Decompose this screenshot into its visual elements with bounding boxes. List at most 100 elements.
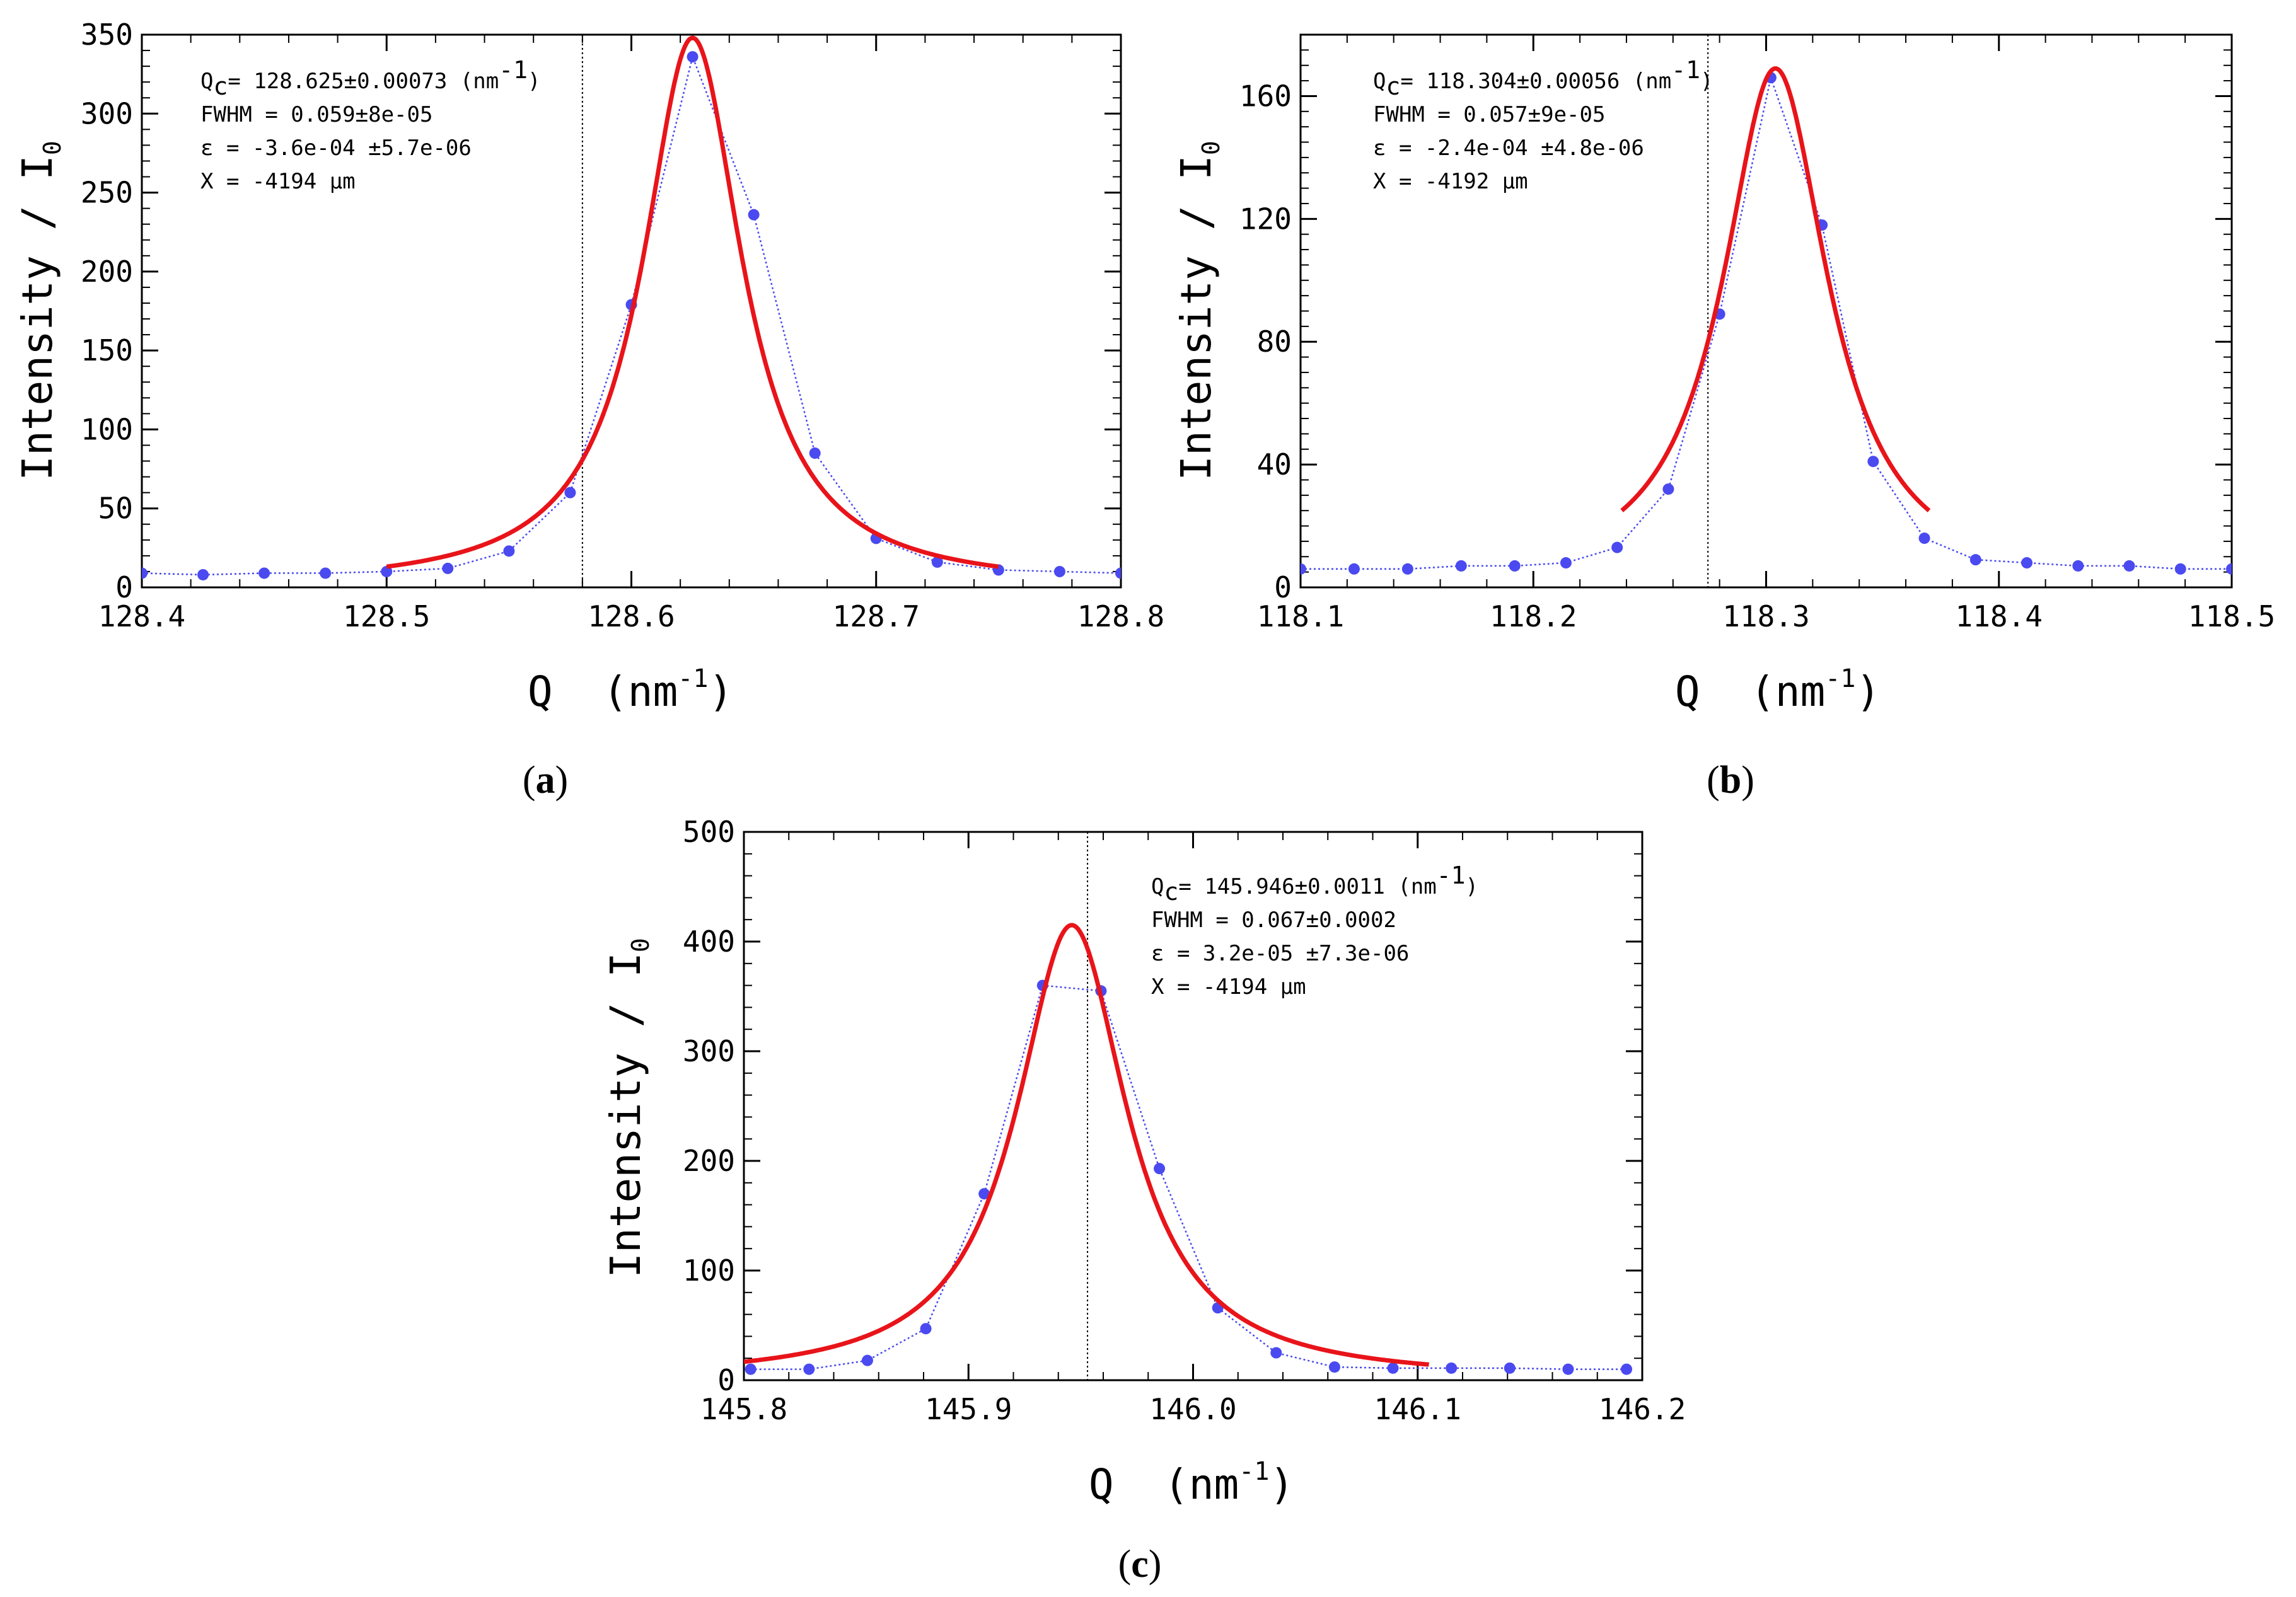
y-tick-label: 100 <box>683 1254 735 1288</box>
data-point <box>1348 563 1360 575</box>
data-point <box>1270 1347 1282 1359</box>
annotation-close-paren: ) <box>528 69 540 94</box>
x-tick-label: 118.5 <box>2188 599 2275 633</box>
data-point <box>197 568 209 580</box>
y-tick-label: 300 <box>81 96 133 130</box>
data-point <box>1867 456 1879 468</box>
x-tick-label: 128.7 <box>833 599 920 633</box>
annotation-unit-exp: -1 <box>499 56 528 84</box>
plot-area <box>142 35 1121 580</box>
data-point <box>258 567 270 579</box>
y-axis-label-subscript: 0 <box>627 938 654 952</box>
panel-label-open: ( <box>523 759 536 802</box>
x-axis-label-q: Q <box>1089 1460 1114 1509</box>
y-tick-label: 50 <box>98 492 133 526</box>
annotation-q-subscript: c <box>1164 878 1178 906</box>
panel-label-close: ) <box>1741 759 1754 802</box>
annotation-qc: Qc= 128.625±0.00073 (nm-1) <box>200 56 541 100</box>
x-axis-label-unit: nm <box>1775 667 1825 716</box>
data-point <box>687 51 699 63</box>
panel-label: (a) <box>523 759 568 802</box>
x-axis-label-close: ) <box>708 667 733 716</box>
data-point <box>2226 563 2232 575</box>
data-point <box>1401 563 1413 575</box>
annotation-unit-exp: -1 <box>1671 56 1700 84</box>
data-point <box>2123 560 2135 572</box>
data-point <box>2072 560 2084 572</box>
y-axis-label: Intensity / I0 <box>13 141 66 480</box>
chart-panel-b: 118.1 118.2 118.3 118.4 118.5 0 40 80 120 160 Qc= … <box>1172 33 2275 802</box>
x-tick-label: 118.1 <box>1257 599 1344 633</box>
x-axis-label-open: ( <box>1114 1460 1189 1509</box>
annotation-line: FWHM = 0.067±0.0002 <box>1151 908 1396 933</box>
panel-label: (c) <box>1118 1543 1162 1586</box>
data-point <box>2174 563 2186 575</box>
y-tick-label: 0 <box>1274 570 1292 604</box>
fit-curve <box>1620 66 1931 512</box>
chart-panel-c: 145.8 145.9 146.0 146.1 146.2 0 100 200 300 400 50… <box>601 815 1686 1586</box>
panel-label-letter: a <box>536 759 555 802</box>
data-point <box>1621 1363 1633 1375</box>
x-tick-label: 145.8 <box>700 1392 787 1426</box>
y-axis-label: Intensity / I0 <box>1172 141 1225 480</box>
annotation-line: ε = -2.4e-04 ±4.8e-06 <box>1373 135 1644 161</box>
annotation-q-value: = 145.946±0.0011 (nm <box>1178 874 1436 899</box>
y-tick-label: 40 <box>1257 447 1292 481</box>
x-axis-label-open: ( <box>1700 667 1775 716</box>
data-point <box>931 556 943 568</box>
data-point <box>2021 557 2033 569</box>
x-tick-label: 146.0 <box>1149 1392 1236 1426</box>
x-tick-label: 128.6 <box>588 599 675 633</box>
annotation-line: ε = -3.6e-04 ±5.7e-06 <box>200 135 472 161</box>
data-point <box>142 567 148 579</box>
data-point <box>320 567 332 579</box>
fit-curve <box>744 923 1430 1367</box>
x-axis-label: Q (nm-1) <box>1089 1457 1294 1509</box>
data-point <box>861 1354 873 1366</box>
y-tick-label: 250 <box>81 176 133 210</box>
annotation-q-symbol: Q <box>1151 874 1164 899</box>
data-point <box>1560 557 1572 569</box>
y-axis-label-subscript: 0 <box>1197 141 1225 155</box>
y-tick-label: 80 <box>1257 325 1292 359</box>
data-point <box>564 487 576 499</box>
panel-label-close: ) <box>555 759 569 802</box>
y-axis-label-text: Intensity / I <box>1172 155 1220 481</box>
x-axis-label-close: ) <box>1269 1460 1294 1509</box>
y-tick-label: 300 <box>683 1034 735 1068</box>
data-point <box>503 545 515 557</box>
x-tick-label: 128.5 <box>343 599 430 633</box>
y-tick-label: 160 <box>1239 79 1292 113</box>
data-point <box>1387 1362 1399 1374</box>
y-axis-label: Intensity / I0 <box>601 938 654 1277</box>
data-point <box>1504 1362 1516 1374</box>
x-tick-label: 118.2 <box>1490 599 1577 633</box>
y-axis-label-text: Intensity / I <box>601 952 650 1278</box>
x-tick-label: 128.4 <box>98 599 185 633</box>
y-tick-label: 120 <box>1239 202 1292 236</box>
data-point <box>1662 483 1674 495</box>
annotation-line: X = -4192 µm <box>1373 169 1528 194</box>
x-axis-label-exp: -1 <box>678 664 708 693</box>
data-point <box>1328 1361 1340 1373</box>
panel-label: (b) <box>1707 759 1754 802</box>
y-tick-label: 0 <box>717 1363 735 1397</box>
data-point <box>1969 554 1981 566</box>
data-point <box>1918 533 1930 545</box>
annotation-q-value: = 128.625±0.00073 (nm <box>228 69 499 94</box>
panel-label-close: ) <box>1149 1543 1162 1586</box>
x-axis-label-close: ) <box>1855 667 1881 716</box>
y-tick-label: 0 <box>115 570 133 604</box>
y-tick-label: 150 <box>81 333 133 367</box>
data-point <box>1115 567 1121 579</box>
x-axis-label-unit: nm <box>628 667 678 716</box>
data-point <box>745 1363 757 1375</box>
data-point <box>1446 1362 1458 1374</box>
chart-panel-a: 128.4 128.5 128.6 128.7 128.8 0 50 100 150 200 250… <box>13 18 1164 802</box>
annotation-line: ε = 3.2e-05 ±7.3e-06 <box>1151 941 1409 966</box>
x-axis-label: Q (nm-1) <box>528 664 733 716</box>
annotation-line: X = -4194 µm <box>1151 974 1306 1000</box>
x-axis-label-q: Q <box>1675 667 1700 716</box>
data-point <box>1154 1163 1166 1175</box>
